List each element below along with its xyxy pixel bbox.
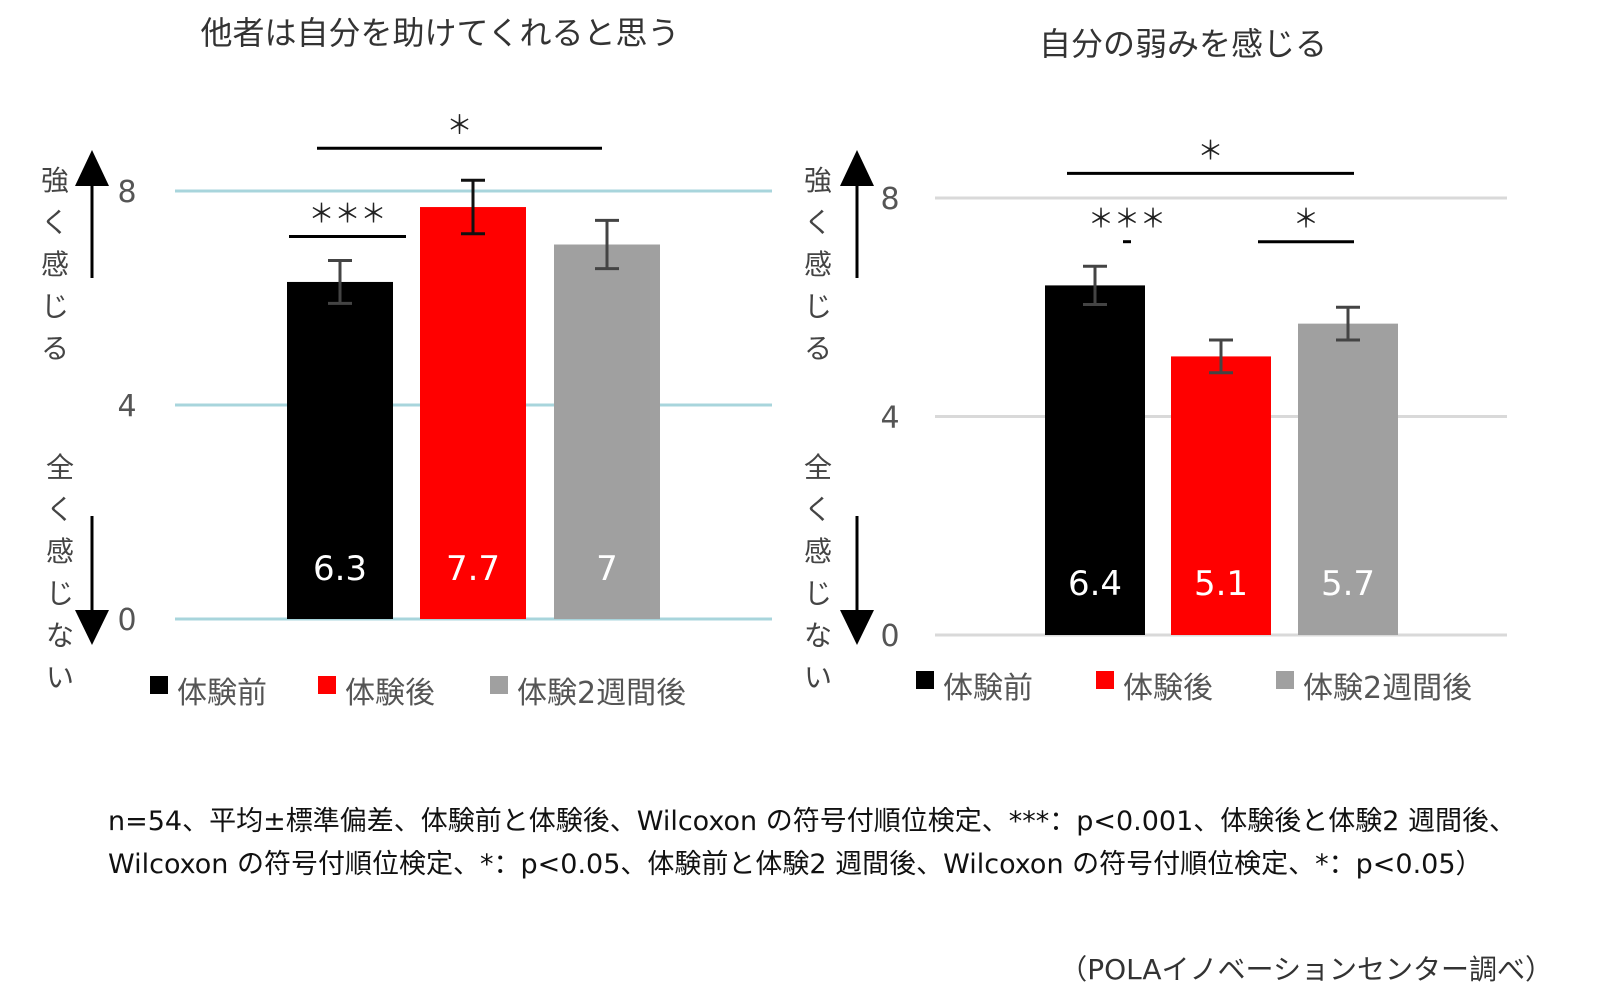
- y-label-top-char: る: [804, 332, 832, 365]
- y-label-bottom-char: く: [804, 493, 832, 526]
- y-label-bottom-char: 感: [804, 535, 832, 568]
- y-tick-label: 8: [880, 182, 899, 217]
- y-label-top-char: 感: [41, 248, 69, 281]
- source-credit: （POLAイノベーションセンター調べ）: [1059, 953, 1553, 986]
- significance-label: ＊: [446, 111, 472, 141]
- significance-label: ＊: [1197, 136, 1223, 166]
- bar-1: [1045, 285, 1145, 635]
- y-label-bottom-char: 全: [804, 451, 832, 484]
- y-tick-label: 4: [880, 401, 899, 436]
- legend-label: 体験前: [943, 671, 1033, 706]
- data-label: 7.7: [446, 549, 500, 589]
- significance-label: ＊＊＊: [1088, 205, 1166, 235]
- y-label-bottom-char: 全: [46, 451, 74, 484]
- chart-title: 他者は自分を助けてくれると思う: [200, 14, 679, 52]
- chart-title: 自分の弱みを感じる: [1039, 25, 1327, 63]
- y-tick-label: 0: [117, 603, 136, 638]
- significance-label: ＊＊＊: [308, 199, 386, 229]
- bar-1: [287, 281, 393, 619]
- y-tick-label: 0: [880, 619, 899, 654]
- data-label: 6.3: [313, 549, 367, 589]
- y-label-bottom-char: な: [46, 619, 74, 652]
- arrow-up-icon: [840, 150, 874, 186]
- bar-3: [554, 244, 660, 619]
- bar-3: [1298, 323, 1398, 635]
- y-label-bottom-char: く: [46, 493, 74, 526]
- arrow-up-icon: [75, 150, 109, 186]
- significance-label: ＊: [1293, 205, 1319, 235]
- arrow-down-icon: [840, 610, 874, 645]
- data-label: 7: [596, 549, 618, 589]
- y-label-top-char: じ: [41, 290, 69, 323]
- legend-label: 体験2週間後: [517, 676, 686, 711]
- y-label-top-char: く: [804, 206, 832, 239]
- y-label-bottom-char: じ: [804, 577, 832, 610]
- bar-2: [1171, 356, 1271, 635]
- y-label-top-char: く: [41, 206, 69, 239]
- footnote: n=54、平均±標準偏差、体験前と体験後、Wilcoxon の符号付順位検定、*…: [108, 806, 1517, 880]
- arrow-down-icon: [75, 610, 109, 645]
- y-label-top-char: 強: [41, 164, 69, 197]
- data-label: 6.4: [1068, 564, 1122, 604]
- legend-label: 体験後: [1123, 671, 1213, 706]
- y-label-bottom-char: な: [804, 619, 832, 652]
- legend-label: 体験後: [345, 676, 435, 711]
- y-label-top-char: 感: [804, 248, 832, 281]
- y-label-bottom-char: 感: [46, 535, 74, 568]
- y-label-bottom-char: い: [804, 661, 832, 694]
- y-label-top-char: る: [41, 332, 69, 365]
- y-tick-label: 8: [117, 175, 136, 210]
- legend-swatch: [916, 671, 934, 689]
- legend-swatch: [1096, 671, 1114, 689]
- legend-swatch: [150, 676, 168, 694]
- data-label: 5.7: [1321, 564, 1375, 604]
- y-label-top-char: 強: [804, 164, 832, 197]
- legend-swatch: [1276, 671, 1294, 689]
- y-label-top-char: じ: [804, 290, 832, 323]
- legend-swatch: [318, 676, 336, 694]
- legend-label: 体験前: [177, 676, 267, 711]
- legend-swatch: [490, 676, 508, 694]
- y-label-bottom-char: い: [46, 661, 74, 694]
- y-tick-label: 4: [117, 389, 136, 424]
- legend-label: 体験2週間後: [1303, 671, 1472, 706]
- y-label-bottom-char: じ: [46, 577, 74, 610]
- bar-2: [420, 207, 526, 620]
- data-label: 5.1: [1194, 564, 1248, 604]
